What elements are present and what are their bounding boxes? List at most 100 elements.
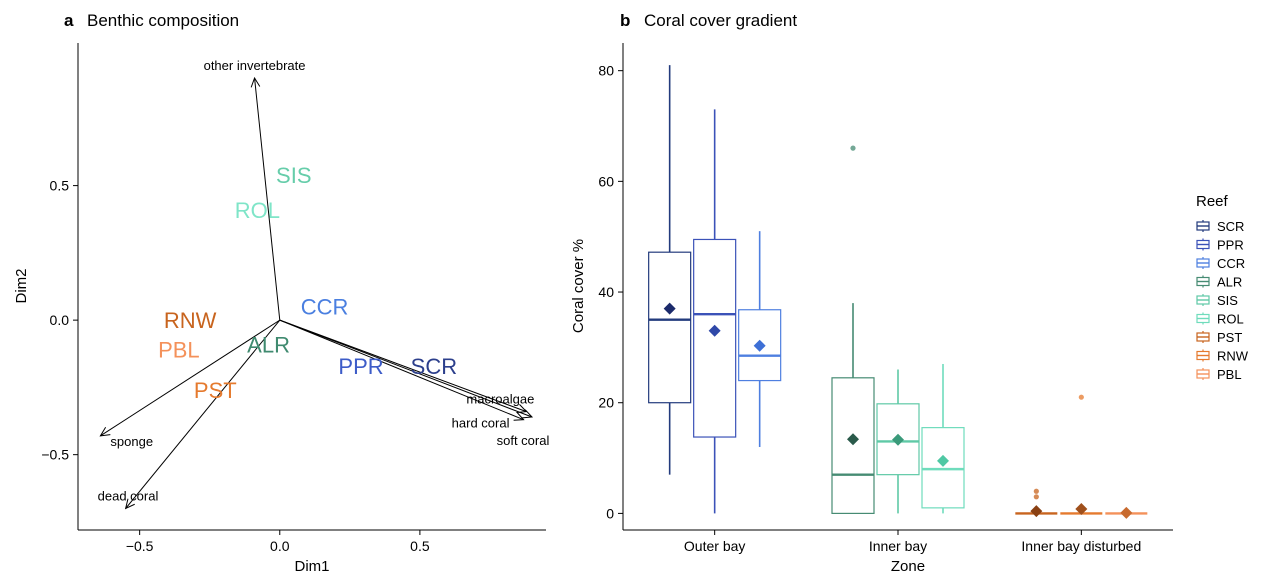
legend-label: CCR xyxy=(1217,256,1245,271)
legend-item-ccr: CCR xyxy=(1196,256,1245,271)
mean-marker xyxy=(847,433,859,446)
site-label: PST xyxy=(194,378,237,403)
legend-title: Reef xyxy=(1196,193,1229,210)
loading-vector: other invertebrate xyxy=(204,58,306,321)
site-label: ROL xyxy=(235,198,280,223)
vector-arrowhead xyxy=(521,409,534,419)
legend-item-rol: ROL xyxy=(1196,312,1244,327)
legend-label: SCR xyxy=(1217,219,1244,234)
mean-marker xyxy=(1120,506,1133,519)
outlier-point xyxy=(850,145,856,151)
mean-marker xyxy=(937,454,949,467)
vector-label: other invertebrate xyxy=(204,58,306,73)
legend-label: PPR xyxy=(1217,238,1244,253)
legend-item-ppr: PPR xyxy=(1196,238,1244,253)
y-tick-label: 60 xyxy=(598,173,614,189)
legend-label: RNW xyxy=(1217,349,1249,364)
vector-line xyxy=(125,319,281,509)
mean-marker xyxy=(753,339,766,352)
vector-arrowhead xyxy=(513,411,525,421)
mean-marker xyxy=(663,302,676,315)
y-tick-label: −0.5 xyxy=(41,447,69,463)
boxplot-ccr xyxy=(738,231,782,447)
loading-vector: macroalgae xyxy=(279,319,534,414)
site-label: CCR xyxy=(301,295,349,320)
site-label: PBL xyxy=(158,338,200,363)
box xyxy=(648,251,692,404)
panel-b-title: Coral cover gradient xyxy=(644,11,797,30)
legend-item-rnw: RNW xyxy=(1196,349,1249,364)
boxplot-rnw xyxy=(1060,394,1103,515)
box xyxy=(921,427,965,509)
panel-a-y-label: Dim2 xyxy=(13,268,30,303)
vector-line xyxy=(100,319,281,437)
panel-a-title: Benthic composition xyxy=(87,11,239,30)
outlier-point xyxy=(1033,494,1039,500)
loading-vector: dead coral xyxy=(98,319,281,510)
boxplot-pbl xyxy=(1105,506,1148,519)
x-tick-label: Outer bay xyxy=(684,538,745,554)
vector-label: sponge xyxy=(110,434,153,449)
legend-label: PST xyxy=(1217,330,1242,345)
mean-marker xyxy=(1075,502,1088,515)
panel-a-letter: a xyxy=(64,11,74,30)
outlier-point xyxy=(1033,488,1039,494)
loading-vector: hard coral xyxy=(279,319,525,431)
boxplot-sis xyxy=(876,369,920,514)
x-tick-label: −0.5 xyxy=(126,538,154,554)
vector-label: hard coral xyxy=(452,416,510,431)
x-tick-label: 0.0 xyxy=(270,538,290,554)
site-label: SCR xyxy=(411,354,457,379)
vector-line xyxy=(279,319,533,418)
box xyxy=(693,238,737,438)
legend: Reef SCR PPR CCR ALR SIS ROL PST RNW PBL xyxy=(1196,193,1249,382)
site-label: RNW xyxy=(164,308,217,333)
legend-item-alr: ALR xyxy=(1196,275,1242,290)
x-tick-label: Inner bay xyxy=(869,538,927,554)
loading-vector: sponge xyxy=(99,319,281,449)
panel-b-y-label: Coral cover % xyxy=(570,239,587,333)
x-tick-label: 0.5 xyxy=(410,538,430,554)
boxplot-rol xyxy=(921,363,965,514)
vector-arrowhead xyxy=(99,427,111,437)
y-tick-label: 20 xyxy=(598,395,614,411)
boxplot-pst xyxy=(1015,488,1058,518)
mean-marker xyxy=(1030,505,1043,518)
site-label: SIS xyxy=(276,163,311,188)
outlier-point xyxy=(1078,394,1084,400)
panel-a-x-label: Dim1 xyxy=(294,558,329,575)
legend-item-pst: PST xyxy=(1196,330,1242,345)
box xyxy=(831,377,875,514)
panel-b-boxplot: b Coral cover gradient Zone Coral cover … xyxy=(570,11,1249,575)
panel-b-x-label: Zone xyxy=(891,558,925,575)
legend-label: ROL xyxy=(1217,312,1244,327)
y-tick-label: 0.0 xyxy=(50,312,70,328)
x-tick-label: Inner bay disturbed xyxy=(1021,538,1141,554)
legend-label: SIS xyxy=(1217,293,1238,308)
vector-arrowhead xyxy=(250,76,261,88)
legend-item-pbl: PBL xyxy=(1196,367,1242,382)
boxplot-ppr xyxy=(693,109,737,514)
y-tick-label: 40 xyxy=(598,284,614,300)
vector-line xyxy=(279,319,524,421)
y-tick-label: 80 xyxy=(598,63,614,79)
panel-b-letter: b xyxy=(620,11,630,30)
legend-item-scr: SCR xyxy=(1196,219,1244,234)
loading-vector: soft coral xyxy=(279,319,550,448)
mean-marker xyxy=(708,324,721,337)
site-label: PPR xyxy=(338,354,383,379)
legend-label: PBL xyxy=(1217,367,1242,382)
site-label: ALR xyxy=(247,332,290,357)
legend-item-sis: SIS xyxy=(1196,293,1238,308)
vector-label: dead coral xyxy=(98,488,159,503)
boxplot-scr xyxy=(648,65,692,475)
vector-label: soft coral xyxy=(497,433,550,448)
legend-label: ALR xyxy=(1217,275,1242,290)
boxplot-alr xyxy=(831,145,875,514)
y-tick-label: 0.5 xyxy=(50,178,70,194)
y-tick-label: 0 xyxy=(606,505,614,521)
vector-line xyxy=(279,319,527,413)
mean-marker xyxy=(892,433,904,446)
vector-arrowhead xyxy=(124,498,135,510)
